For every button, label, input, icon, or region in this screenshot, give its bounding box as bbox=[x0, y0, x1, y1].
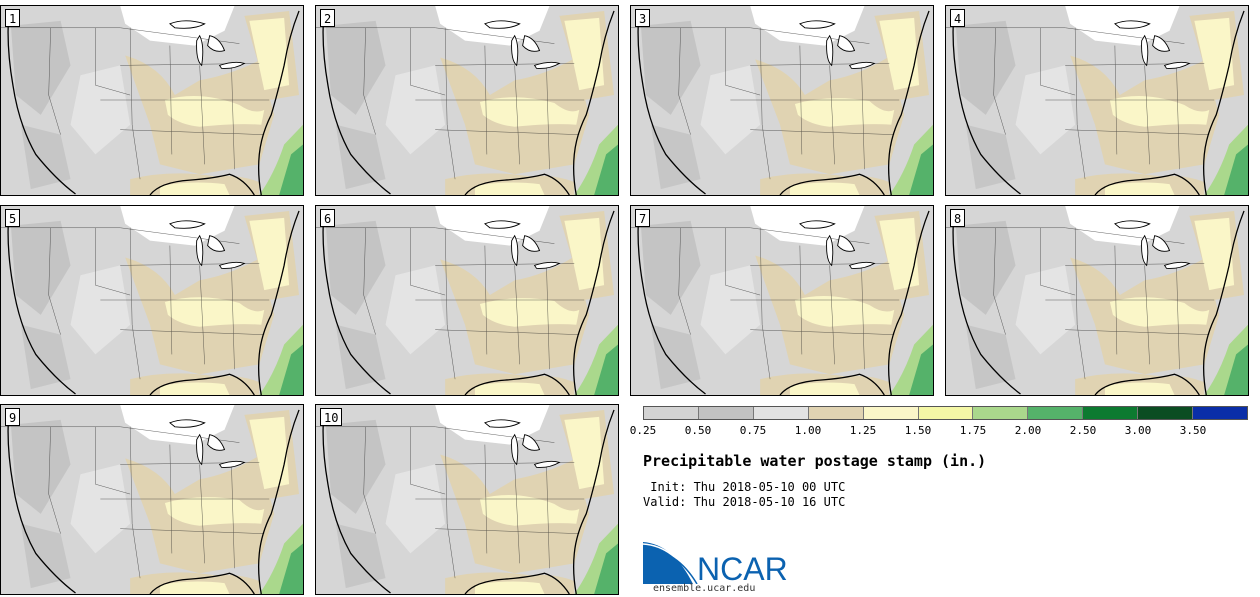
colorbar-cell bbox=[753, 407, 809, 419]
member-panel: 1 bbox=[0, 5, 304, 196]
colorbar-tick-label: 1.25 bbox=[849, 424, 877, 437]
member-number: 8 bbox=[950, 209, 966, 227]
colorbar-tick-label: 2.00 bbox=[1014, 424, 1042, 437]
colorbar-cell bbox=[1083, 407, 1139, 419]
colorbar-cell bbox=[1193, 407, 1247, 419]
member-panel: 4 bbox=[945, 5, 1249, 196]
member-number: 2 bbox=[320, 9, 336, 27]
init-time: Init: Thu 2018-05-10 00 UTC bbox=[643, 480, 846, 494]
member-number: 5 bbox=[5, 209, 21, 227]
colorbar-tick-label: 1.50 bbox=[904, 424, 932, 437]
member-panel: 3 bbox=[630, 5, 934, 196]
ncar-logo-text: NCAR bbox=[697, 551, 788, 584]
logo-url: ensemble.ucar.edu bbox=[653, 583, 756, 594]
member-panel: 10 bbox=[315, 404, 619, 595]
member-panel: 2 bbox=[315, 5, 619, 196]
colorbar-cell bbox=[808, 407, 864, 419]
colorbar-tick-labels: 0.25 0.50 0.75 1.00 1.25 1.50 1.75 2.00 2.50 3.00… bbox=[630, 424, 1250, 438]
colorbar bbox=[643, 406, 1248, 420]
member-number: 1 bbox=[5, 9, 21, 27]
ncar-logo: NCAR bbox=[643, 542, 788, 584]
colorbar-cell bbox=[918, 407, 974, 419]
member-panel: 8 bbox=[945, 205, 1249, 396]
member-number: 6 bbox=[320, 209, 336, 227]
colorbar-tick-label: 3.50 bbox=[1179, 424, 1207, 437]
member-number: 7 bbox=[635, 209, 651, 227]
colorbar-tick-label: 1.00 bbox=[794, 424, 822, 437]
colorbar-tick-label: 0.25 bbox=[629, 424, 657, 437]
member-panel: 5 bbox=[0, 205, 304, 396]
plot-title: Precipitable water postage stamp (in.) bbox=[643, 452, 987, 470]
member-number: 4 bbox=[950, 9, 966, 27]
colorbar-cell bbox=[698, 407, 754, 419]
colorbar-tick-label: 0.75 bbox=[739, 424, 767, 437]
member-panel: 7 bbox=[630, 205, 934, 396]
member-number: 9 bbox=[5, 408, 21, 426]
member-number: 10 bbox=[320, 408, 343, 426]
colorbar-cell bbox=[973, 407, 1029, 419]
colorbar-tick-label: 0.50 bbox=[684, 424, 712, 437]
colorbar-tick-label: 3.00 bbox=[1124, 424, 1152, 437]
colorbar-cell bbox=[644, 407, 699, 419]
colorbar-tick-label: 1.75 bbox=[959, 424, 987, 437]
member-panel: 9 bbox=[0, 404, 304, 595]
colorbar-tick-label: 2.50 bbox=[1069, 424, 1097, 437]
member-number: 3 bbox=[635, 9, 651, 27]
valid-time: Valid: Thu 2018-05-10 16 UTC bbox=[643, 495, 846, 509]
colorbar-cell bbox=[1138, 407, 1194, 419]
colorbar-cell bbox=[863, 407, 919, 419]
colorbar-cell bbox=[1028, 407, 1084, 419]
member-panel: 6 bbox=[315, 205, 619, 396]
